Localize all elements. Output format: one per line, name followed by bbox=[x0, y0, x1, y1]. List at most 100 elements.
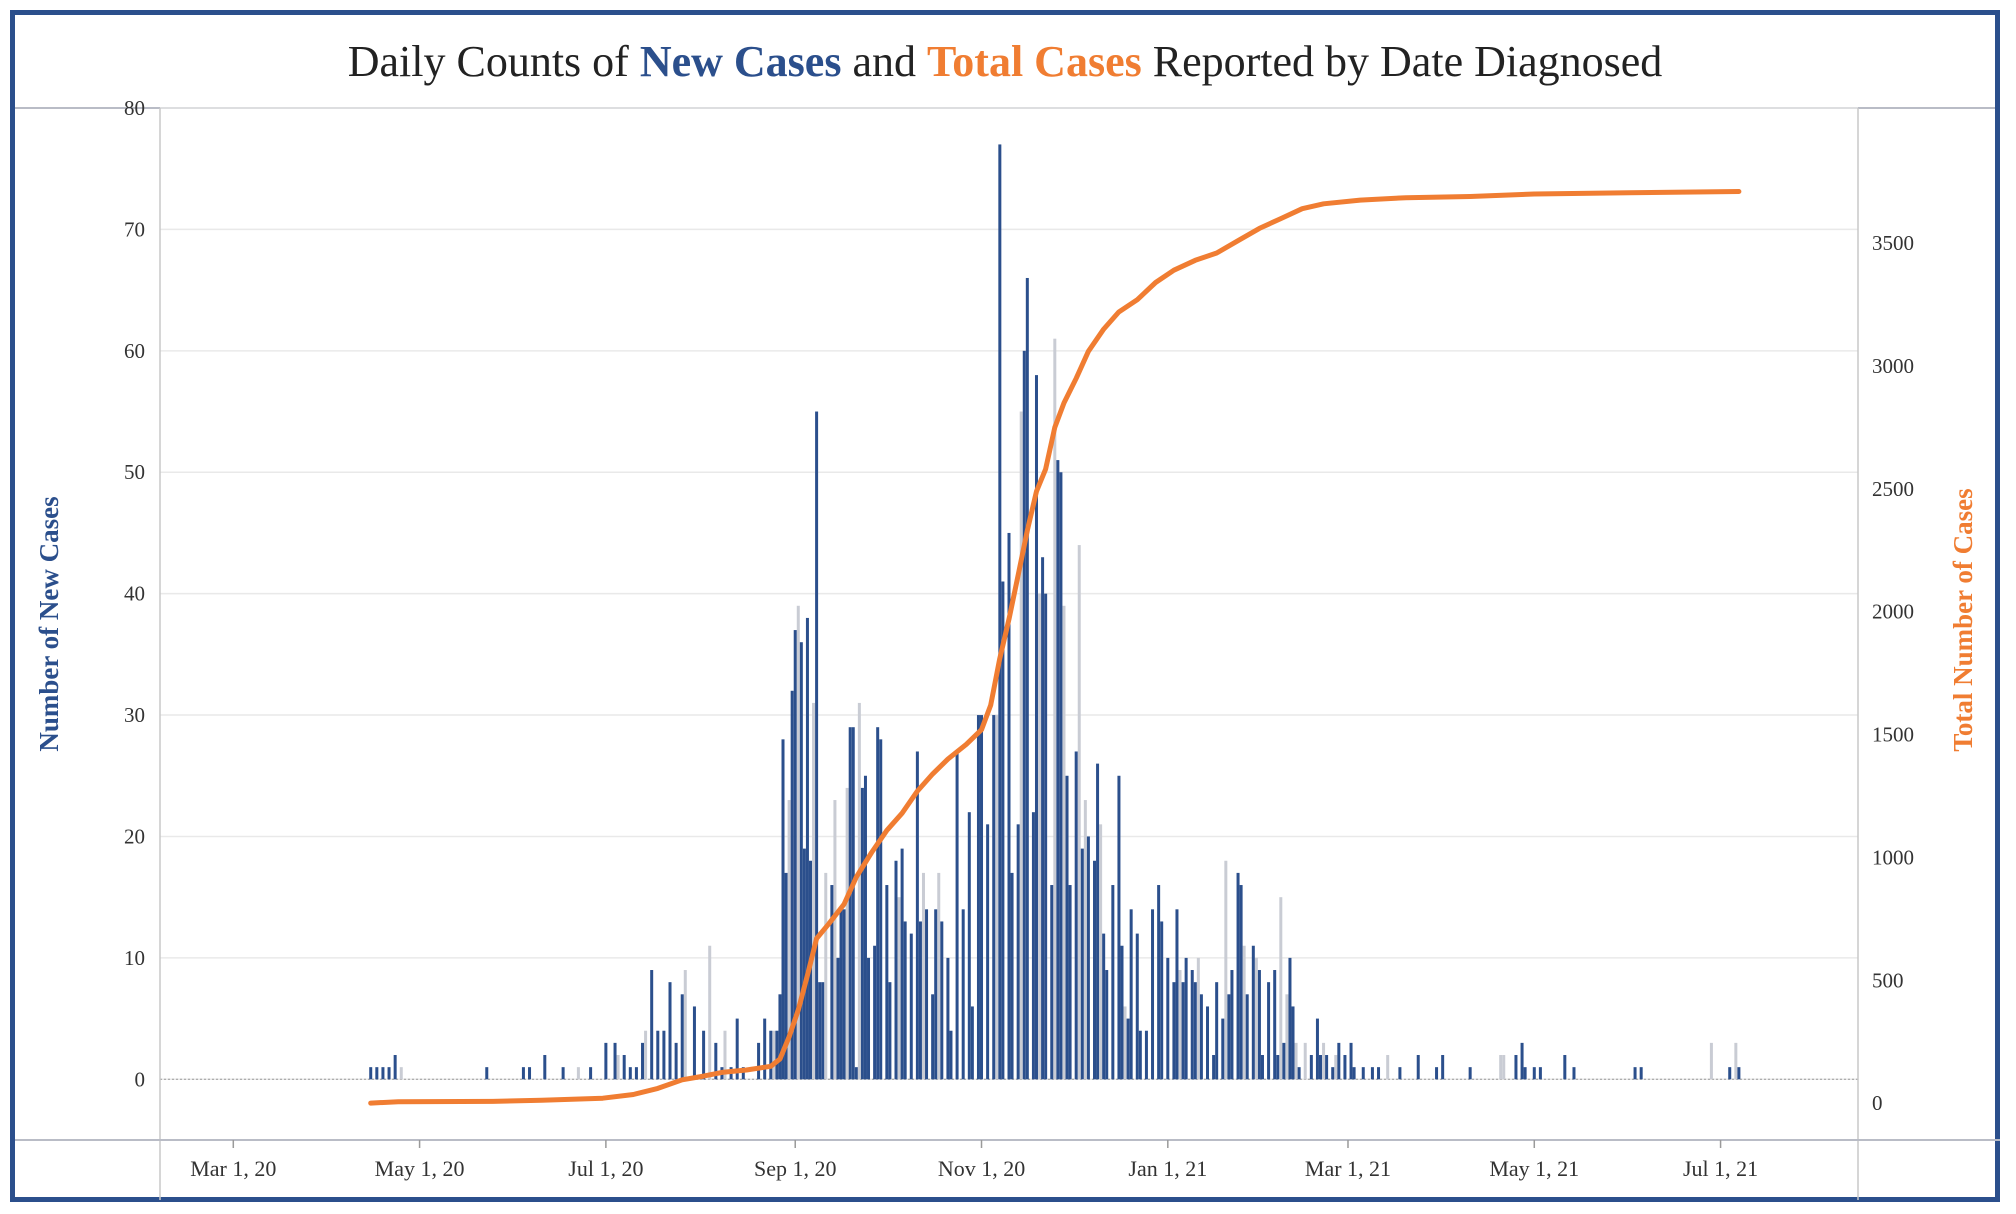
new-cases-bar-light bbox=[1734, 1042, 1738, 1080]
new-cases-bar-light bbox=[1334, 1055, 1338, 1080]
new-cases-bar-light bbox=[576, 1067, 580, 1080]
new-cases-bar bbox=[821, 982, 825, 1080]
new-cases-bar bbox=[1532, 1067, 1536, 1080]
new-cases-bar-light bbox=[1196, 957, 1200, 1080]
new-cases-bar bbox=[784, 872, 788, 1080]
y-right-tick-label: 1000 bbox=[1872, 845, 1914, 869]
new-cases-bar bbox=[1337, 1042, 1341, 1080]
new-cases-bar-light bbox=[995, 715, 999, 1080]
new-cases-bar bbox=[485, 1067, 489, 1080]
new-cases-bar bbox=[741, 1067, 745, 1080]
new-cases-bar bbox=[1190, 970, 1194, 1080]
new-cases-bar-light bbox=[1386, 1055, 1390, 1080]
y-right-tick-label: 3500 bbox=[1872, 231, 1914, 255]
new-cases-bar-light bbox=[723, 1030, 727, 1080]
new-cases-bar bbox=[1117, 775, 1121, 1080]
new-cases-bar bbox=[876, 727, 880, 1080]
new-cases-bar bbox=[521, 1067, 525, 1080]
y-left-tick-label: 60 bbox=[124, 339, 145, 363]
new-cases-bar-light bbox=[1077, 545, 1081, 1080]
y-left-tick-label: 10 bbox=[124, 946, 145, 970]
new-cases-bar-light bbox=[708, 945, 712, 1080]
new-cases-bar bbox=[1041, 557, 1045, 1080]
new-cases-bar-light bbox=[1099, 824, 1103, 1080]
new-cases-bar bbox=[885, 885, 889, 1080]
new-cases-bar bbox=[1523, 1067, 1527, 1080]
x-tick-label: Mar 1, 20 bbox=[190, 1156, 276, 1181]
new-cases-bar bbox=[1022, 350, 1026, 1080]
new-cases-bar bbox=[1181, 982, 1185, 1080]
x-tick-label: May 1, 21 bbox=[1489, 1156, 1579, 1181]
new-cases-bar bbox=[778, 994, 782, 1080]
new-cases-bar bbox=[1221, 1018, 1225, 1080]
new-cases-bar bbox=[1639, 1067, 1643, 1080]
new-cases-bar bbox=[680, 994, 684, 1080]
new-cases-bar bbox=[641, 1042, 645, 1080]
new-cases-bar bbox=[1239, 885, 1243, 1080]
new-cases-bar bbox=[909, 933, 913, 1080]
new-cases-bar-light bbox=[845, 787, 849, 1080]
new-cases-bar bbox=[1016, 824, 1020, 1080]
x-tick-label: Jan 1, 21 bbox=[1128, 1156, 1207, 1181]
new-cases-bar bbox=[1056, 460, 1060, 1080]
new-cases-bar bbox=[375, 1067, 379, 1080]
new-cases-bar bbox=[381, 1067, 385, 1080]
new-cases-bar bbox=[1297, 1067, 1301, 1080]
new-cases-bar bbox=[1276, 1055, 1280, 1080]
new-cases-bar bbox=[925, 909, 929, 1080]
new-cases-bar-light bbox=[1083, 800, 1087, 1080]
new-cases-bar bbox=[387, 1067, 391, 1080]
x-tick-label: Jul 1, 21 bbox=[1683, 1156, 1758, 1181]
new-cases-bar bbox=[1007, 532, 1011, 1080]
new-cases-bar bbox=[1151, 909, 1155, 1080]
new-cases-bar bbox=[900, 848, 904, 1080]
new-cases-bar-light bbox=[1019, 411, 1023, 1080]
new-cases-bar bbox=[1273, 970, 1277, 1080]
new-cases-bar-light bbox=[937, 872, 941, 1080]
new-cases-bar-light bbox=[1123, 1006, 1127, 1080]
new-cases-bar bbox=[1166, 957, 1170, 1080]
new-cases-bar-light bbox=[644, 1030, 648, 1080]
new-cases-bar bbox=[1102, 933, 1106, 1080]
new-cases-bar bbox=[1172, 982, 1176, 1080]
new-cases-bar bbox=[1349, 1042, 1353, 1080]
new-cases-bar bbox=[851, 727, 855, 1080]
new-cases-bar-light bbox=[683, 970, 687, 1080]
title-suffix: Reported by Date Diagnosed bbox=[1141, 36, 1663, 86]
new-cases-bar bbox=[702, 1030, 706, 1080]
new-cases-bar bbox=[714, 1042, 718, 1080]
new-cases-bar bbox=[842, 909, 846, 1080]
new-cases-bar bbox=[931, 994, 935, 1080]
new-cases-bar bbox=[1212, 1055, 1216, 1080]
new-cases-bar bbox=[1236, 872, 1240, 1080]
new-cases-bar bbox=[735, 1018, 739, 1080]
new-cases-bar bbox=[873, 945, 877, 1080]
new-cases-bar bbox=[946, 957, 950, 1080]
new-cases-bar bbox=[757, 1042, 761, 1080]
new-cases-bar-light bbox=[824, 872, 828, 1080]
y-left-tick-label: 0 bbox=[135, 1067, 146, 1091]
new-cases-bar bbox=[1080, 848, 1084, 1080]
new-cases-bar bbox=[1325, 1055, 1329, 1080]
new-cases-bar bbox=[1001, 581, 1005, 1080]
x-tick-labels: Mar 1, 20 May 1, 20 Jul 1, 20 Sep 1, 20 Nov … bbox=[190, 1140, 1758, 1181]
new-cases-bar bbox=[1086, 836, 1090, 1080]
y-right-tick-labels: 0 500 1000 1500 2000 2500 3000 3500 bbox=[1872, 231, 1914, 1115]
new-cases-bar-light bbox=[857, 702, 861, 1080]
new-cases-bar-light bbox=[1178, 970, 1182, 1080]
new-cases-bar bbox=[662, 1030, 666, 1080]
new-cases-bar-light bbox=[833, 800, 837, 1080]
new-cases-bar bbox=[1245, 994, 1249, 1080]
new-cases-bar bbox=[692, 1006, 696, 1080]
new-cases-bar bbox=[867, 957, 871, 1080]
new-cases-bar-light bbox=[616, 1055, 620, 1080]
new-cases-bar bbox=[1514, 1055, 1518, 1080]
new-cases-bar bbox=[888, 982, 892, 1080]
new-cases-bar bbox=[980, 715, 984, 1080]
new-cases-bar bbox=[1728, 1067, 1732, 1080]
new-cases-bar bbox=[1160, 921, 1164, 1080]
new-cases-bar bbox=[790, 690, 794, 1080]
new-cases-bar bbox=[589, 1067, 593, 1080]
new-cases-bar bbox=[818, 982, 822, 1080]
new-cases-bar-light bbox=[1242, 945, 1246, 1080]
